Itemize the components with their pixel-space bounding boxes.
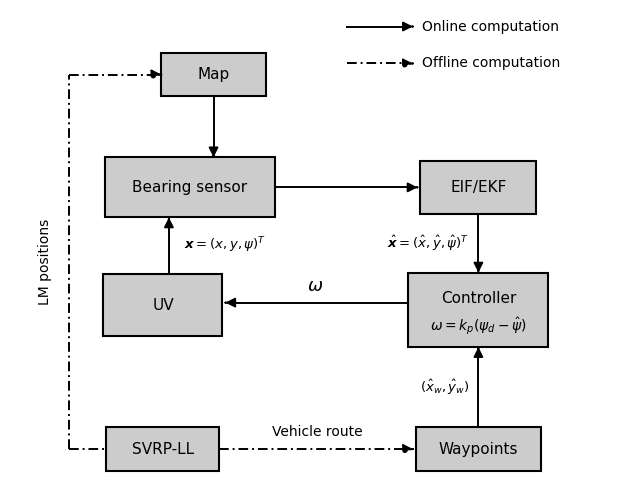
- FancyBboxPatch shape: [161, 53, 266, 96]
- FancyBboxPatch shape: [416, 427, 541, 471]
- Text: LM positions: LM positions: [38, 219, 52, 305]
- FancyBboxPatch shape: [106, 427, 220, 471]
- FancyBboxPatch shape: [420, 161, 536, 214]
- Text: $\hat{\boldsymbol{x}} = (\hat{x}, \hat{y}, \hat{\psi})^T$: $\hat{\boldsymbol{x}} = (\hat{x}, \hat{y…: [387, 234, 470, 253]
- Text: Bearing sensor: Bearing sensor: [132, 180, 247, 195]
- Text: $\omega = k_p(\psi_d - \hat{\psi})$: $\omega = k_p(\psi_d - \hat{\psi})$: [430, 316, 527, 337]
- Text: Vehicle route: Vehicle route: [273, 425, 363, 439]
- Text: $\omega$: $\omega$: [307, 277, 324, 295]
- Text: $\boldsymbol{x} = (x, y, \psi)^T$: $\boldsymbol{x} = (x, y, \psi)^T$: [184, 236, 266, 255]
- Text: Controller: Controller: [441, 291, 516, 306]
- FancyBboxPatch shape: [105, 157, 275, 218]
- Text: EIF/EKF: EIF/EKF: [450, 180, 507, 195]
- Text: Waypoints: Waypoints: [438, 441, 518, 457]
- Text: Offline computation: Offline computation: [422, 56, 560, 71]
- FancyBboxPatch shape: [408, 272, 548, 347]
- FancyBboxPatch shape: [104, 274, 223, 336]
- Text: $(\hat{x}_w, \hat{y}_w)$: $(\hat{x}_w, \hat{y}_w)$: [420, 378, 470, 397]
- Text: UV: UV: [152, 297, 173, 313]
- Text: SVRP-LL: SVRP-LL: [132, 441, 194, 457]
- Text: Online computation: Online computation: [422, 20, 559, 33]
- Text: Map: Map: [197, 67, 230, 82]
